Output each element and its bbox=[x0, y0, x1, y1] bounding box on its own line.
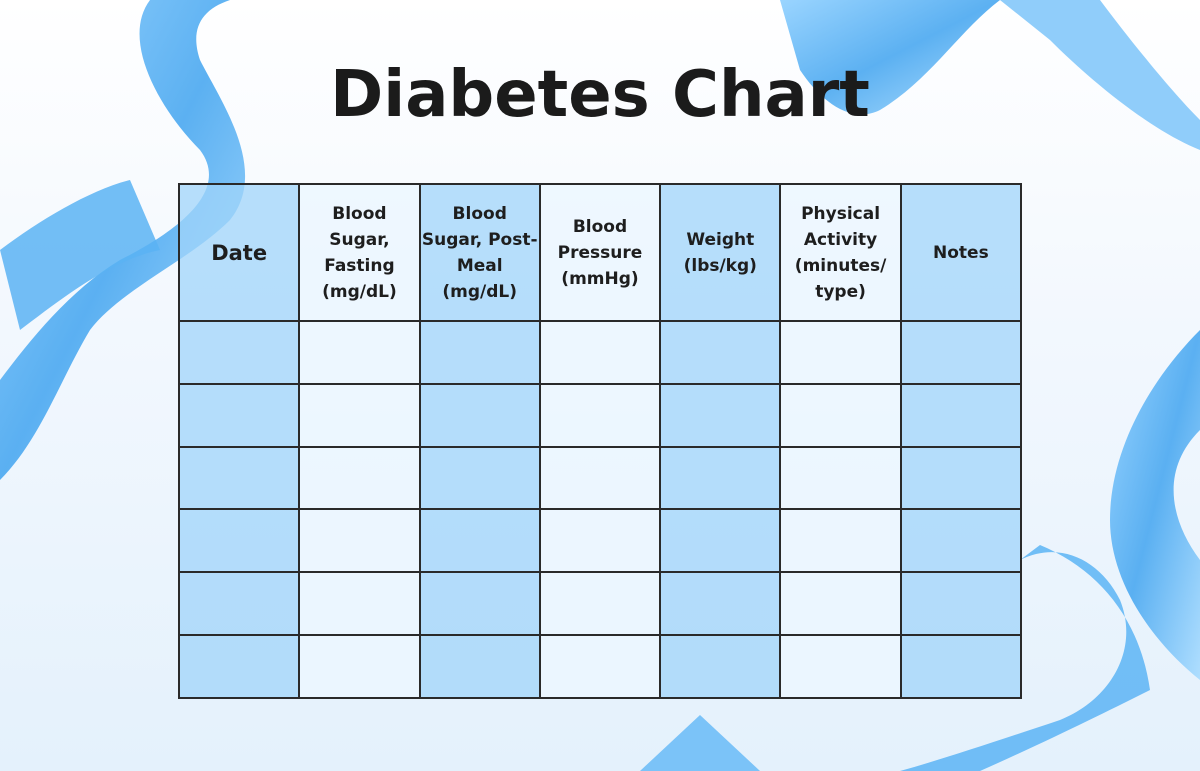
cell-fasting[interactable] bbox=[298, 508, 421, 574]
table-row bbox=[177, 320, 1023, 385]
cell-date[interactable] bbox=[177, 320, 301, 385]
ribbon-left-fold bbox=[0, 180, 160, 330]
cell-weight[interactable] bbox=[659, 382, 782, 448]
cell-date[interactable] bbox=[177, 382, 301, 448]
cell-activity[interactable] bbox=[779, 445, 902, 511]
table-row bbox=[177, 382, 1023, 448]
cell-activity[interactable] bbox=[779, 382, 902, 448]
cell-post-meal[interactable] bbox=[418, 634, 541, 699]
cell-pressure[interactable] bbox=[538, 382, 662, 448]
cell-notes[interactable] bbox=[899, 571, 1023, 637]
cell-post-meal[interactable] bbox=[418, 445, 541, 511]
cell-notes[interactable] bbox=[899, 382, 1023, 448]
ribbon-bottom-right-2 bbox=[900, 545, 1150, 771]
cell-activity[interactable] bbox=[779, 320, 902, 385]
header-physical-activity: Physical Activity (minutes/ type) bbox=[779, 183, 902, 322]
cell-notes[interactable] bbox=[899, 634, 1023, 699]
cell-weight[interactable] bbox=[659, 445, 782, 511]
ribbon-top-right-2 bbox=[1000, 0, 1200, 150]
cell-post-meal[interactable] bbox=[418, 571, 541, 637]
cell-pressure[interactable] bbox=[538, 508, 662, 574]
cell-date[interactable] bbox=[177, 571, 301, 637]
ribbon-top-left bbox=[0, 0, 246, 480]
ribbon-top-right bbox=[780, 0, 1000, 115]
cell-activity[interactable] bbox=[779, 508, 902, 574]
cell-fasting[interactable] bbox=[298, 382, 421, 448]
cell-notes[interactable] bbox=[899, 320, 1023, 385]
header-weight: Weight (lbs/kg) bbox=[659, 183, 782, 322]
header-blood-pressure: Blood Pressure (mmHg) bbox=[538, 183, 662, 322]
table-row bbox=[177, 445, 1023, 511]
cell-weight[interactable] bbox=[659, 508, 782, 574]
cell-date[interactable] bbox=[177, 445, 301, 511]
cell-pressure[interactable] bbox=[538, 320, 662, 385]
table-row bbox=[177, 508, 1023, 574]
cell-post-meal[interactable] bbox=[418, 320, 541, 385]
cell-fasting[interactable] bbox=[298, 320, 421, 385]
cell-notes[interactable] bbox=[899, 445, 1023, 511]
cell-weight[interactable] bbox=[659, 634, 782, 699]
cell-date[interactable] bbox=[177, 634, 301, 699]
cell-fasting[interactable] bbox=[298, 445, 421, 511]
header-date: Date bbox=[177, 183, 301, 322]
cell-pressure[interactable] bbox=[538, 634, 662, 699]
page-title: Diabetes Chart bbox=[330, 58, 870, 132]
cell-post-meal[interactable] bbox=[418, 508, 541, 574]
ribbon-bottom-right bbox=[1110, 330, 1200, 680]
cell-pressure[interactable] bbox=[538, 445, 662, 511]
cell-fasting[interactable] bbox=[298, 571, 421, 637]
cell-pressure[interactable] bbox=[538, 571, 662, 637]
diabetes-log-table: Date Blood Sugar, Fasting (mg/dL) Blood … bbox=[177, 183, 1023, 699]
table-row bbox=[177, 634, 1023, 699]
ribbon-bottom-center bbox=[640, 715, 760, 771]
cell-post-meal[interactable] bbox=[418, 382, 541, 448]
cell-weight[interactable] bbox=[659, 320, 782, 385]
header-blood-sugar-fasting: Blood Sugar, Fasting (mg/dL) bbox=[298, 183, 421, 322]
header-blood-sugar-post-meal: Blood Sugar, Post-Meal (mg/dL) bbox=[418, 183, 541, 322]
header-row: Date Blood Sugar, Fasting (mg/dL) Blood … bbox=[177, 183, 1023, 322]
table-row bbox=[177, 571, 1023, 637]
cell-date[interactable] bbox=[177, 508, 301, 574]
cell-fasting[interactable] bbox=[298, 634, 421, 699]
header-notes: Notes bbox=[899, 183, 1023, 322]
cell-weight[interactable] bbox=[659, 571, 782, 637]
cell-notes[interactable] bbox=[899, 508, 1023, 574]
cell-activity[interactable] bbox=[779, 571, 902, 637]
cell-activity[interactable] bbox=[779, 634, 902, 699]
